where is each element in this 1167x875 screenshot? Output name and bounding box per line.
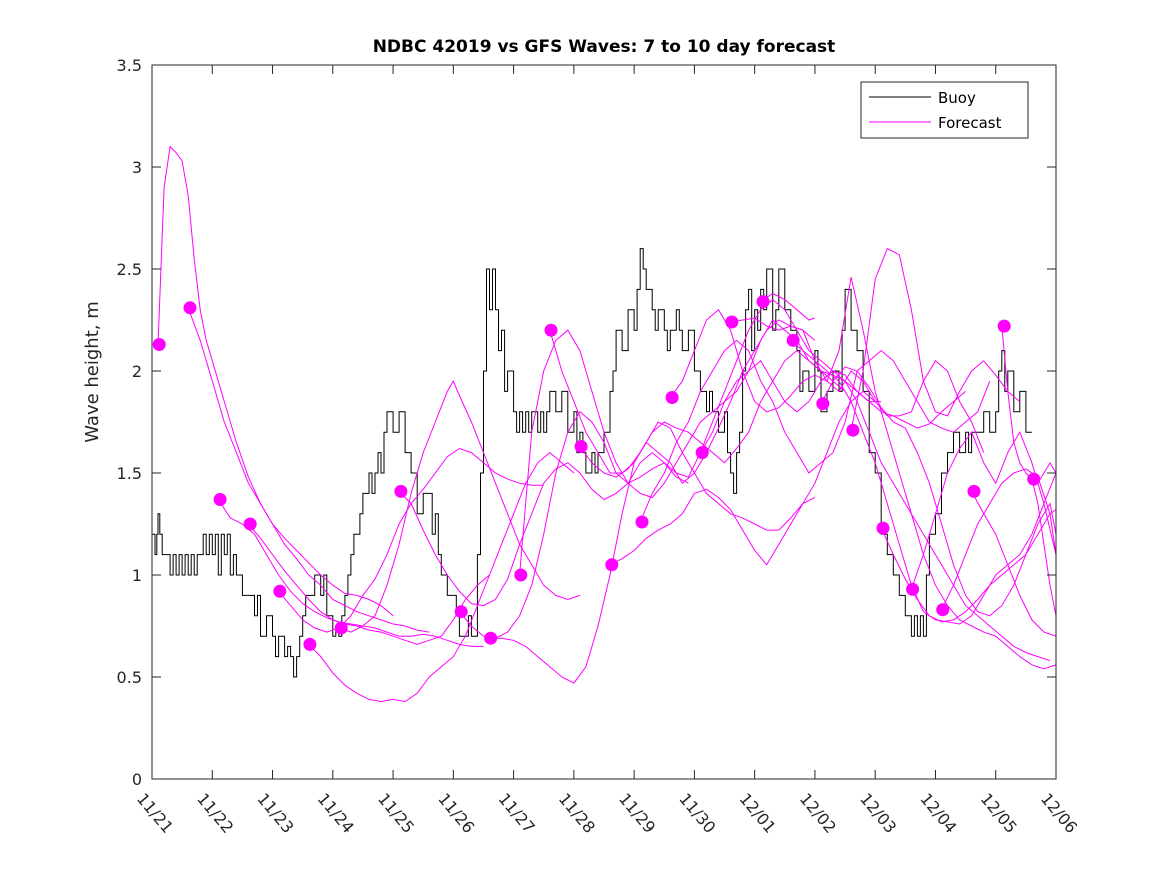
forecast-line-4 xyxy=(248,523,490,645)
y-tick-label: 3.5 xyxy=(117,56,142,75)
forecast-line-25 xyxy=(941,468,1056,610)
y-tick-label: 1.5 xyxy=(117,464,142,483)
forecast-line-20 xyxy=(790,340,1056,625)
forecast-start-marker-27 xyxy=(997,319,1011,333)
forecast-line-17 xyxy=(699,298,1051,662)
plot-area xyxy=(152,65,1056,779)
forecast-line-15 xyxy=(639,339,991,523)
forecast-line-3 xyxy=(217,499,484,647)
chart-title: NDBC 42019 vs GFS Waves: 7 to 10 day for… xyxy=(373,37,836,57)
forecast-line-22 xyxy=(850,247,1021,431)
forecast-start-marker-21 xyxy=(816,397,830,411)
forecast-start-marker-25 xyxy=(936,603,950,617)
forecast-line-6 xyxy=(308,451,575,703)
forecast-start-marker-1 xyxy=(152,338,166,351)
forecast-start-marker-16 xyxy=(665,391,679,404)
forecast-start-marker-15 xyxy=(635,515,649,529)
forecast-start-marker-24 xyxy=(906,582,920,596)
forecast-start-marker-13 xyxy=(574,440,588,453)
forecast-line-26 xyxy=(971,491,1056,637)
y-tick-label: 3 xyxy=(132,158,142,177)
forecast-start-marker-5 xyxy=(273,584,287,598)
legend: Buoy Forecast xyxy=(860,81,1029,139)
y-tick-label: 0 xyxy=(132,770,142,789)
forecast-line-24 xyxy=(910,431,1056,590)
legend-label-forecast: Forecast xyxy=(938,114,1002,132)
forecast-start-marker-18 xyxy=(725,315,739,329)
forecast-start-marker-12 xyxy=(544,323,558,337)
legend-label-buoy: Buoy xyxy=(938,89,976,107)
forecast-line-12 xyxy=(549,330,876,531)
forecast-line-9 xyxy=(459,360,882,639)
forecast-line-21 xyxy=(820,366,1056,617)
forecast-line-18 xyxy=(730,277,1056,670)
forecast-start-marker-20 xyxy=(786,333,800,347)
forecast-start-marker-3 xyxy=(213,493,227,506)
forecast-start-marker-10 xyxy=(484,631,498,645)
forecast-start-marker-2 xyxy=(183,301,197,315)
forecast-start-marker-11 xyxy=(514,568,528,582)
forecast-start-marker-9 xyxy=(454,605,468,619)
forecast-line-7 xyxy=(338,380,581,633)
forecast-start-marker-23 xyxy=(876,521,890,535)
y-tick-label: 1 xyxy=(132,566,142,585)
forecast-start-marker-7 xyxy=(334,621,348,635)
y-axis-label: Wave height, m xyxy=(82,301,103,442)
y-tick-label: 0.5 xyxy=(117,668,142,687)
forecast-start-marker-17 xyxy=(695,446,709,460)
forecast-line-13 xyxy=(579,349,966,478)
forecast-start-marker-28 xyxy=(1027,472,1041,486)
forecast-line-14 xyxy=(609,488,816,566)
y-tick-label: 2.5 xyxy=(117,260,142,279)
forecast-start-marker-14 xyxy=(605,558,619,572)
axes-box xyxy=(151,64,1057,780)
forecast-start-marker-4 xyxy=(243,517,257,531)
forecast-line-19 xyxy=(760,292,816,321)
forecast-line-8 xyxy=(398,451,689,607)
legend-box xyxy=(860,81,1029,139)
forecast-line-1 xyxy=(157,145,394,617)
forecast-line-2 xyxy=(187,307,430,633)
forecast-start-marker-6 xyxy=(303,637,317,651)
y-tick-label: 2 xyxy=(132,362,142,381)
forecast-start-marker-8 xyxy=(394,484,408,498)
buoy-line xyxy=(152,248,1032,678)
series-layer xyxy=(152,145,1056,703)
forecast-start-marker-22 xyxy=(846,423,860,437)
forecast-start-marker-26 xyxy=(967,484,981,498)
forecast-start-marker-19 xyxy=(756,295,770,309)
